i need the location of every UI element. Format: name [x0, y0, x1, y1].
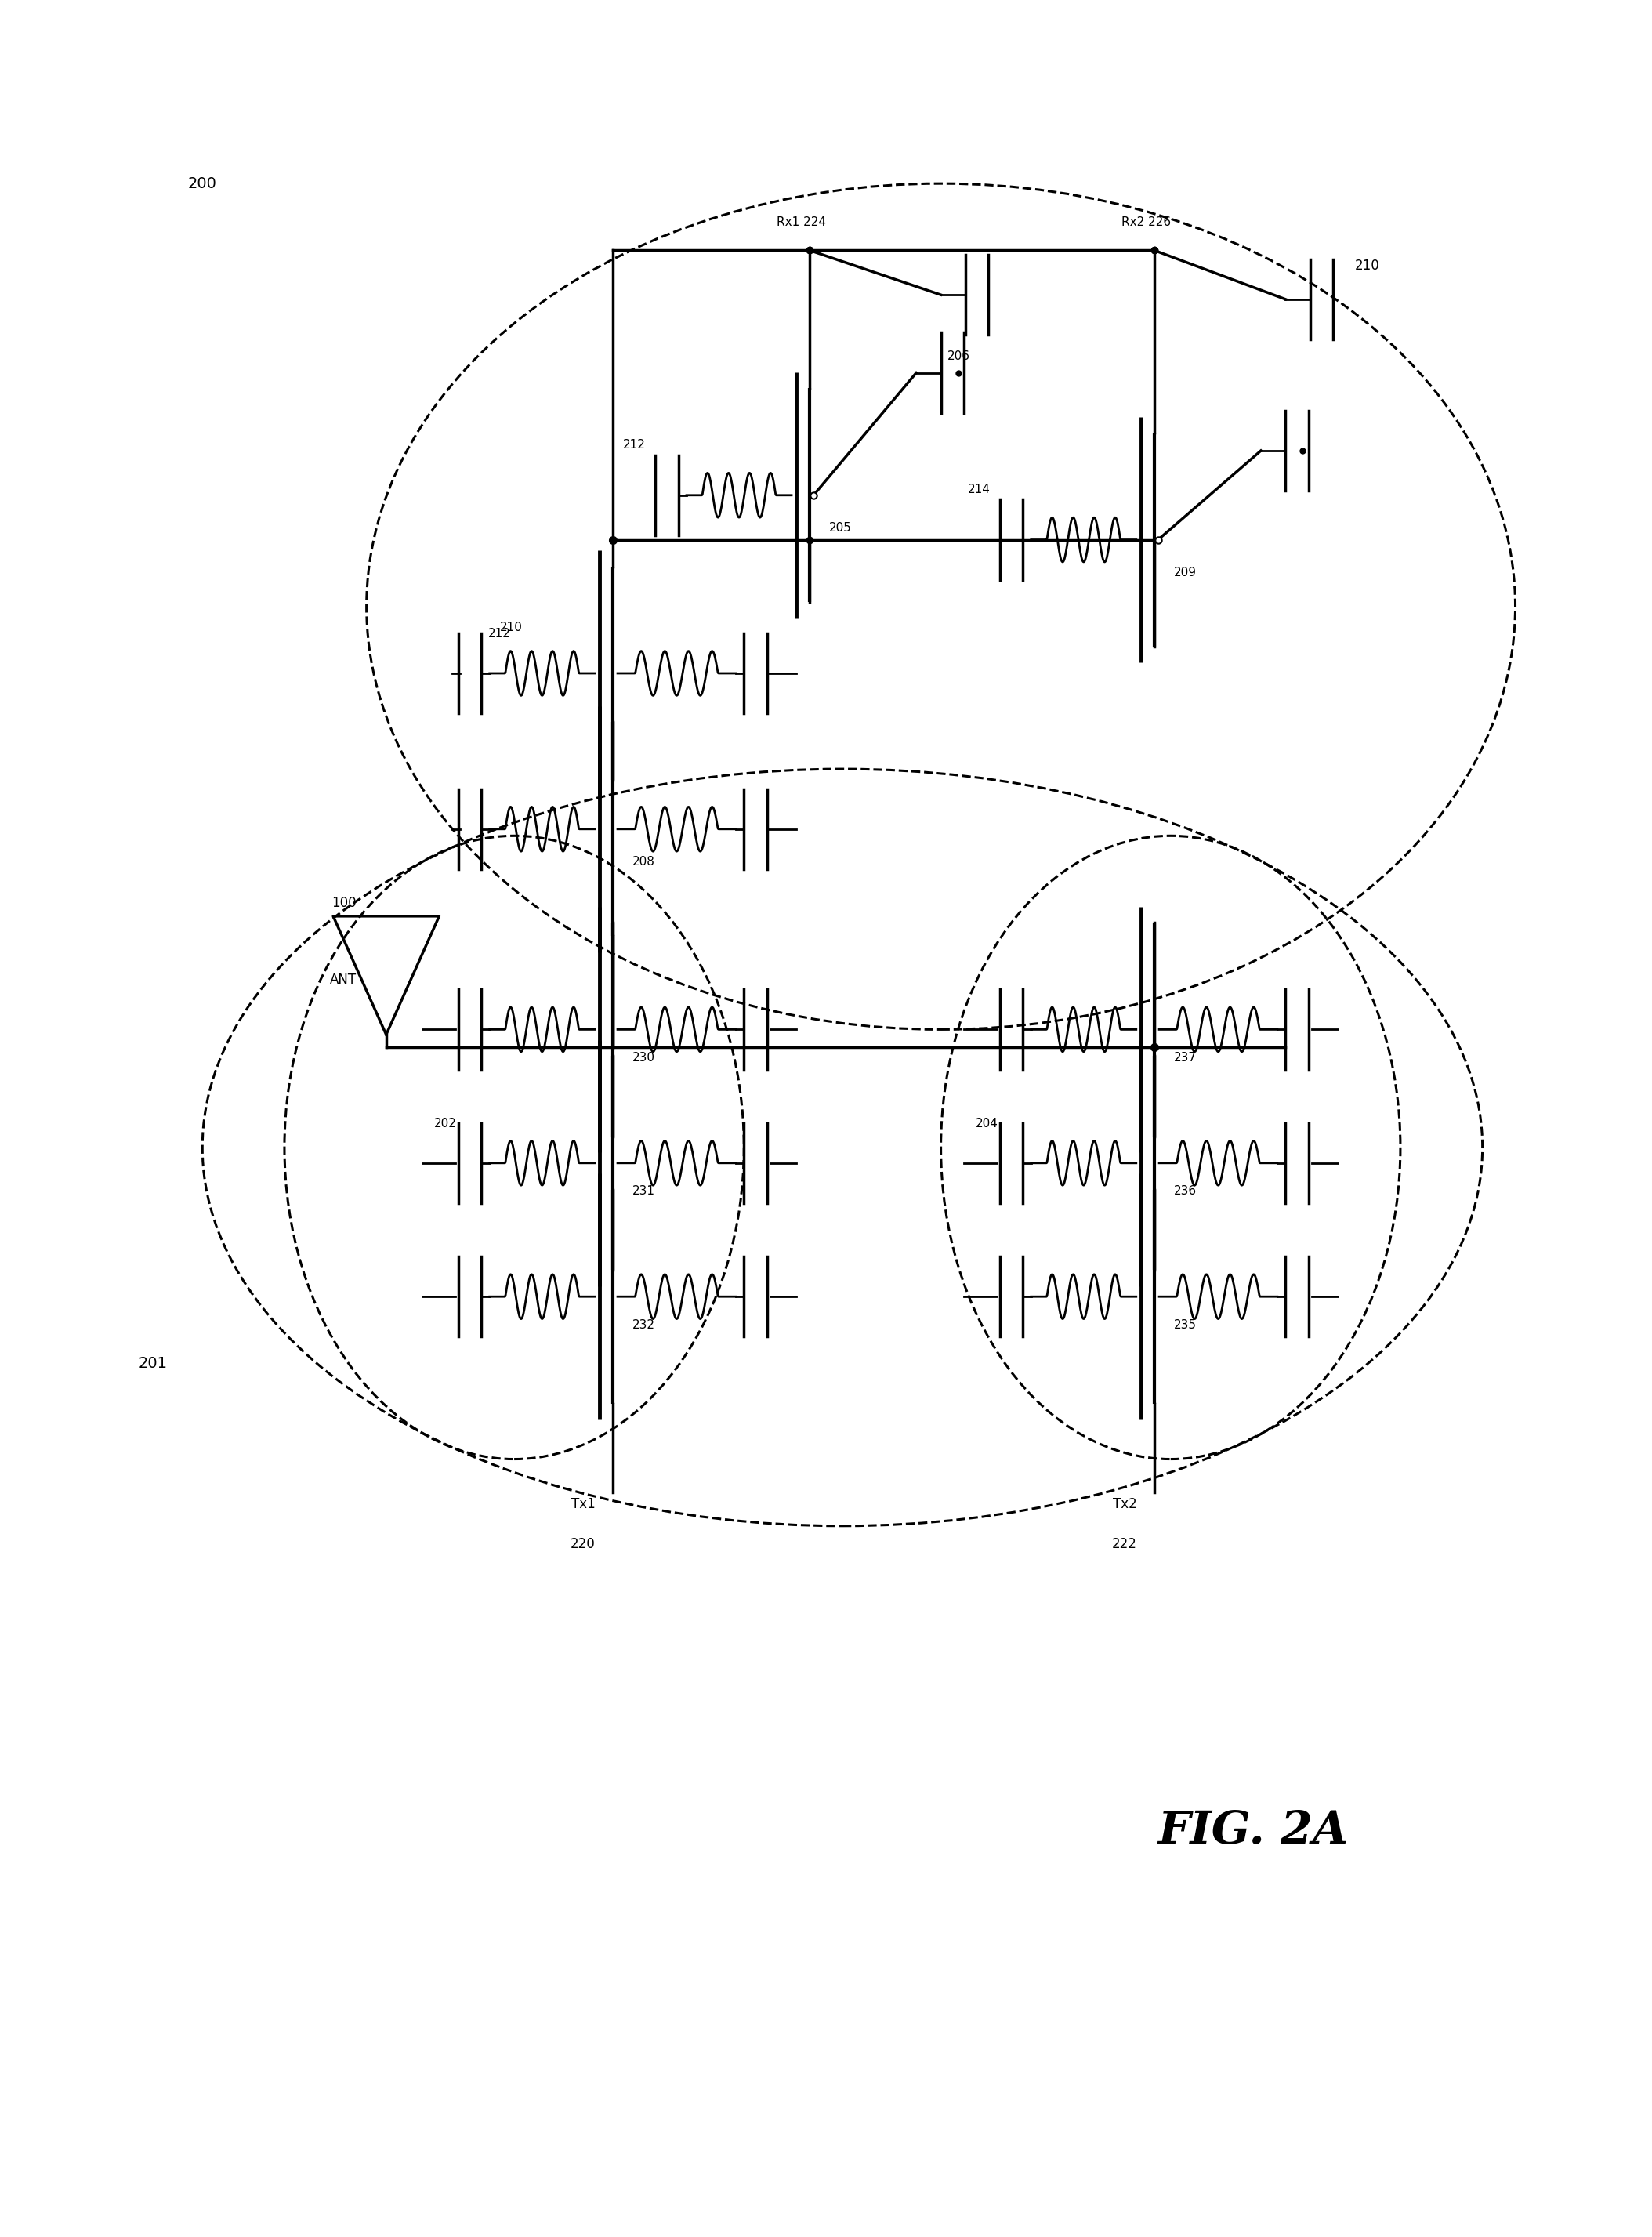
Text: 212: 212	[623, 438, 646, 450]
Text: Tx1: Tx1	[572, 1497, 595, 1510]
Text: 220: 220	[570, 1537, 596, 1550]
Text: 201: 201	[139, 1356, 167, 1371]
Text: 214: 214	[968, 483, 990, 494]
Text: Rx2 226: Rx2 226	[1122, 217, 1171, 228]
Text: 222: 222	[1112, 1537, 1137, 1550]
Text: 200: 200	[188, 177, 216, 190]
Text: 232: 232	[633, 1320, 656, 1331]
Text: 209: 209	[1175, 566, 1196, 577]
Text: 202: 202	[434, 1118, 456, 1130]
Text: 210: 210	[1355, 259, 1379, 273]
Text: 205: 205	[829, 521, 852, 535]
Text: 235: 235	[1175, 1320, 1196, 1331]
Text: 100: 100	[332, 895, 357, 910]
Text: 236: 236	[1175, 1186, 1196, 1197]
Text: 204: 204	[976, 1118, 998, 1130]
Text: FIG. 2A: FIG. 2A	[1158, 1810, 1348, 1852]
Text: 230: 230	[633, 1051, 656, 1063]
Text: 206: 206	[948, 351, 970, 362]
Text: 231: 231	[633, 1186, 656, 1197]
Text: Tx2: Tx2	[1113, 1497, 1137, 1510]
Text: ANT: ANT	[330, 973, 357, 987]
Text: 212: 212	[489, 629, 510, 640]
Text: 208: 208	[633, 857, 654, 868]
Text: 237: 237	[1175, 1051, 1196, 1063]
Text: 210: 210	[501, 622, 522, 633]
Text: Rx1 224: Rx1 224	[776, 217, 826, 228]
